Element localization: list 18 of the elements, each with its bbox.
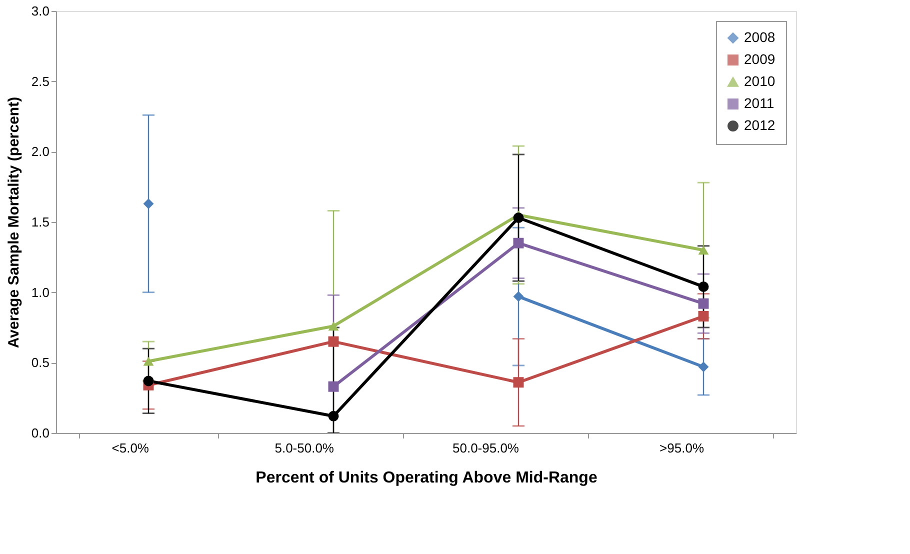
- y-tick-label: 2.0: [31, 144, 50, 160]
- y-tick-label: 0.0: [31, 426, 50, 440]
- x-tick-label: <5.0%: [112, 440, 150, 456]
- legend-label: 2008: [744, 29, 776, 45]
- y-tick-label: 1.0: [31, 284, 50, 300]
- x-tick-label: >95.0%: [660, 440, 704, 456]
- y-tick-label: 2.5: [31, 74, 50, 89]
- y-tick-label: 3.0: [31, 4, 50, 18]
- x-tick-label: 5.0-50.0%: [274, 440, 334, 456]
- legend-label: 2009: [744, 51, 776, 67]
- y-tick-label: 0.5: [31, 355, 50, 370]
- legend-label: 2011: [744, 95, 774, 111]
- x-tick-label: 50.0-95.0%: [452, 440, 520, 456]
- legend-label: 2012: [744, 117, 776, 133]
- x-axis-title: Percent of Units Operating Above Mid-Range: [256, 470, 598, 486]
- y-tick-label: 1.5: [31, 214, 50, 230]
- y-axis-title: Average Sample Mortality (percent): [5, 96, 22, 348]
- legend-label: 2010: [744, 73, 776, 89]
